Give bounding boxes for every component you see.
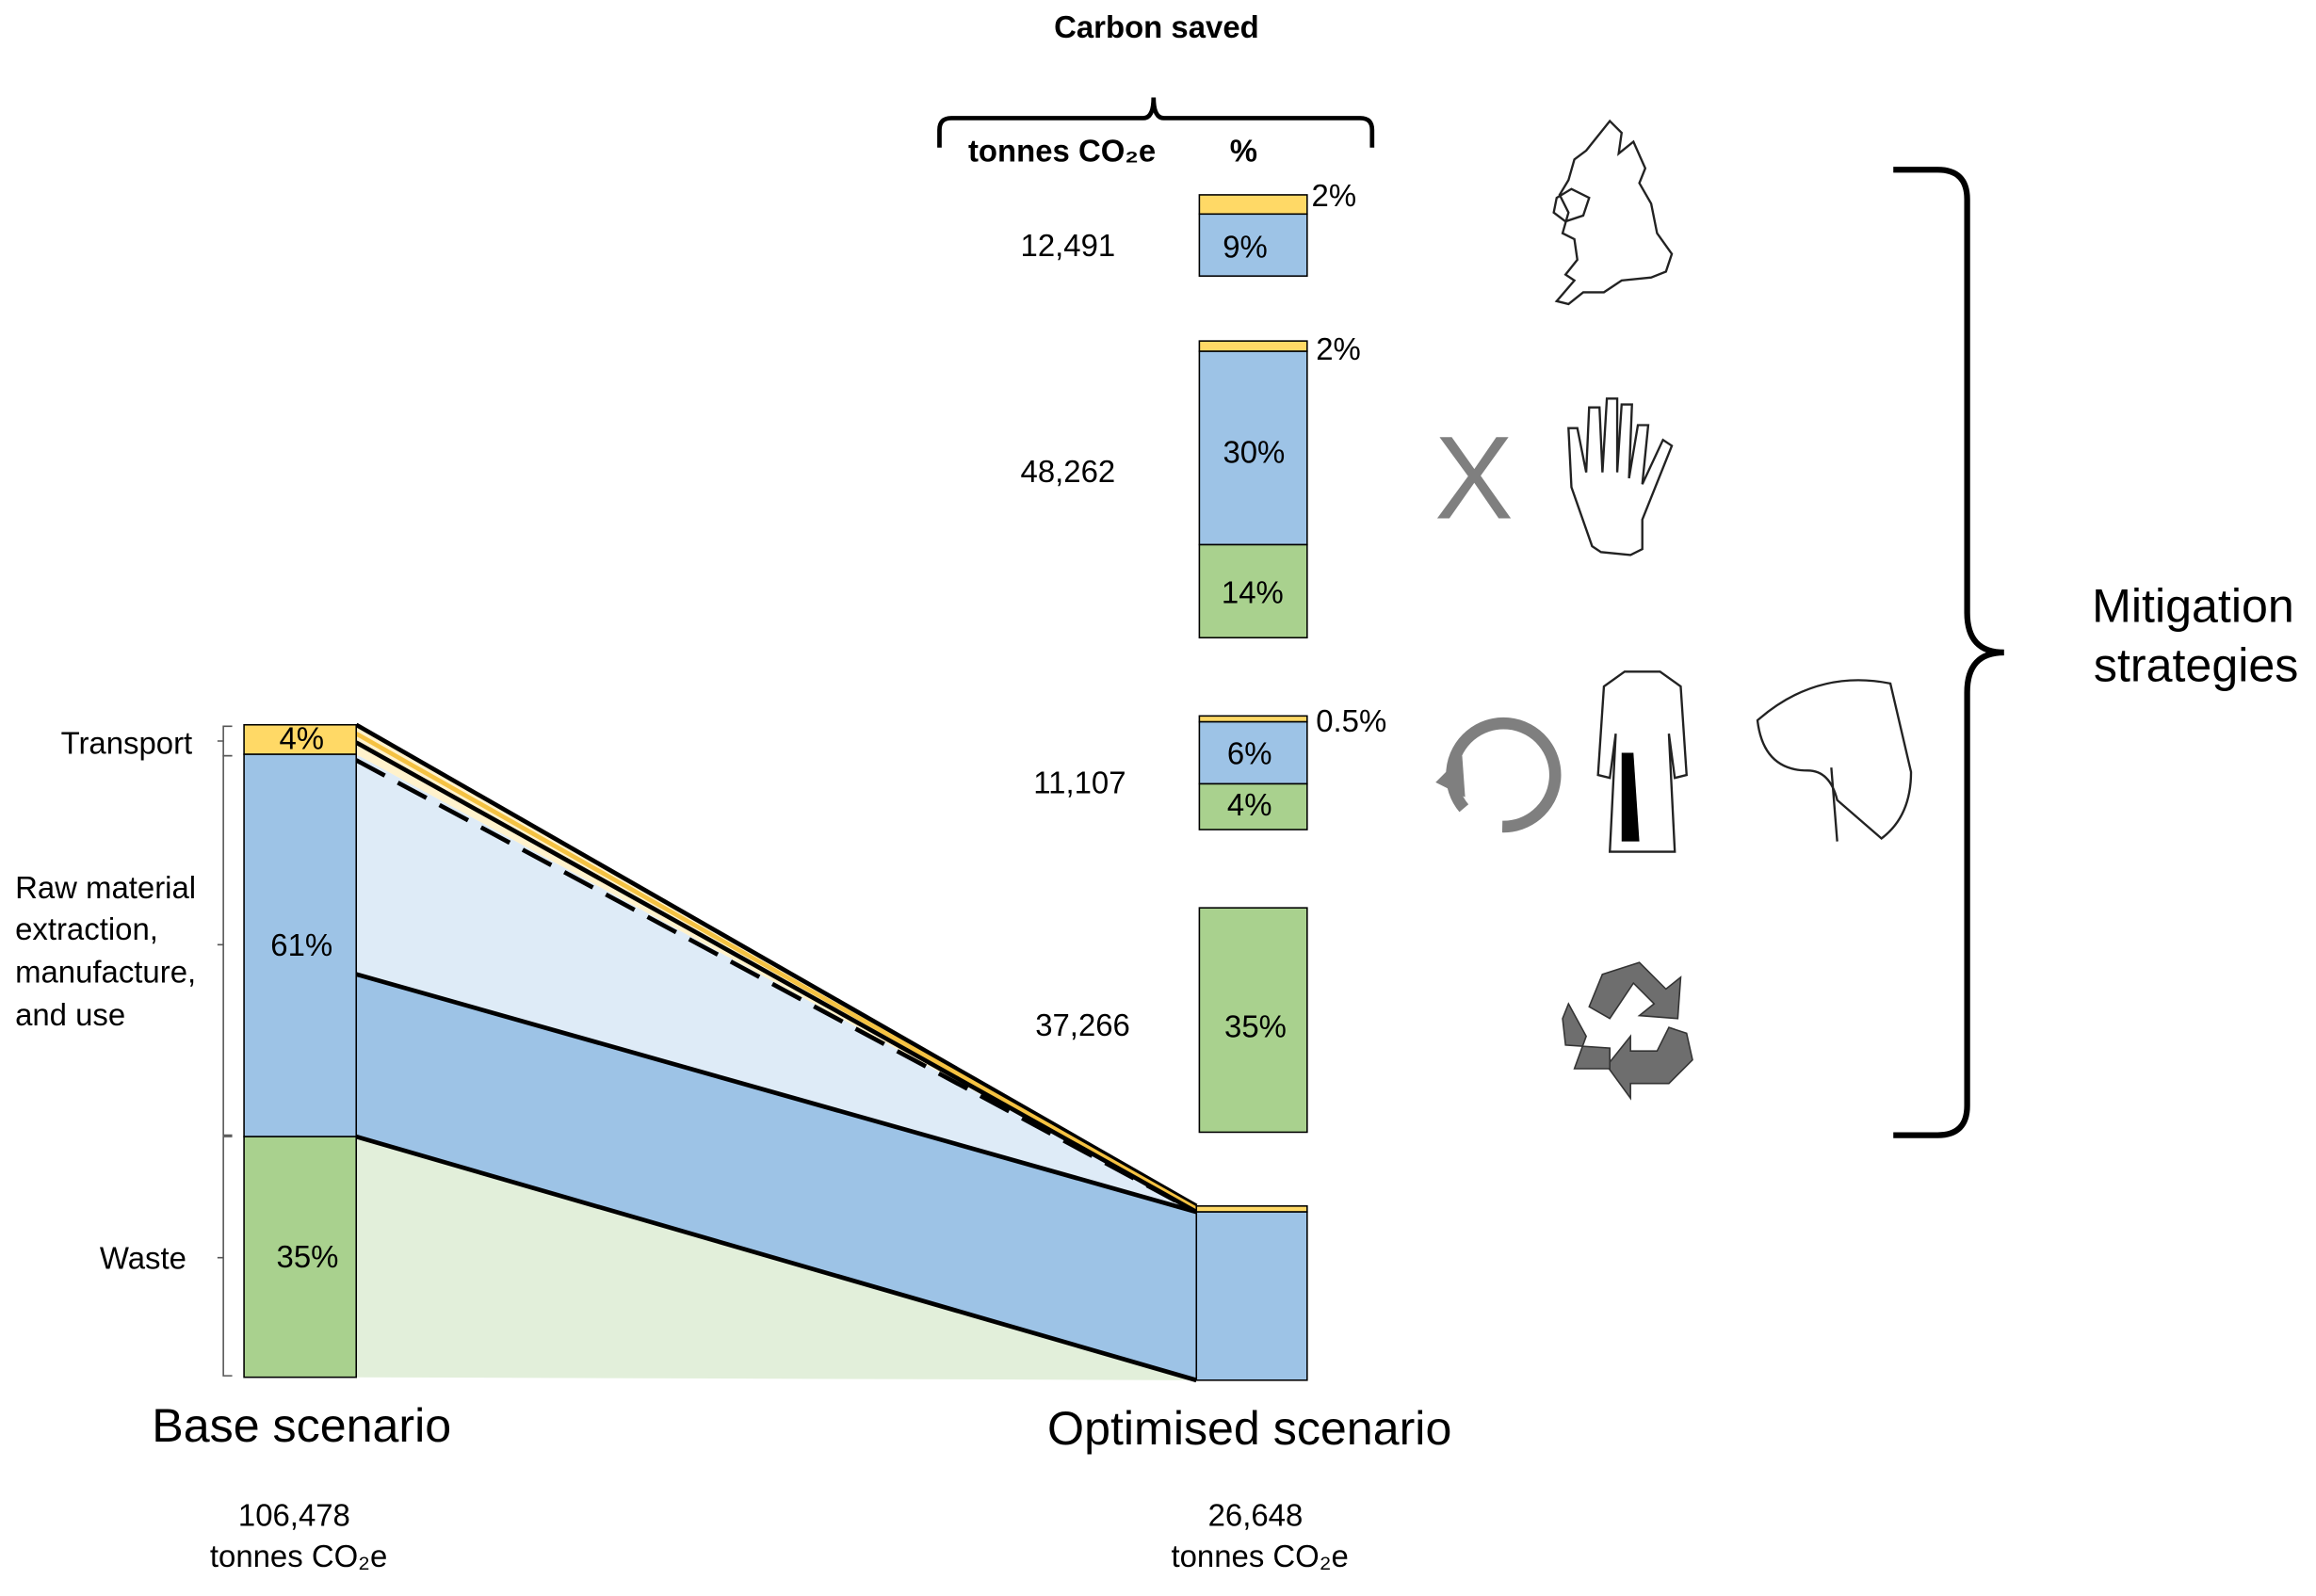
segment-label: 4%	[1227, 787, 1272, 822]
strategies-brace	[1893, 167, 2004, 1138]
scenario-label: Base scenario	[152, 1399, 451, 1452]
x-mark-icon: X	[1434, 411, 1514, 543]
visor-icon	[1756, 679, 1913, 842]
segment-label: 35%	[1224, 1008, 1287, 1043]
scenario-unit: tonnes CO₂e	[210, 1539, 387, 1573]
segment-label: 30%	[1223, 435, 1285, 470]
uk-map-icon	[1552, 119, 1674, 306]
glove-icon	[1567, 397, 1674, 556]
category-brackets	[217, 725, 233, 1377]
segment-label: 9%	[1223, 230, 1268, 265]
header-column: %	[1230, 134, 1257, 169]
gown-icon	[1596, 670, 1688, 853]
segment-label: 6%	[1227, 735, 1272, 770]
header-title: Carbon saved	[1054, 9, 1259, 44]
recycle-icon	[1562, 961, 1693, 1101]
flow-lines	[355, 722, 1198, 1383]
segment-label: 0.5%	[1316, 703, 1386, 738]
strategy-bars	[1198, 194, 1308, 1134]
scenario-total: 26,648	[1208, 1497, 1304, 1532]
category-label: Transport	[61, 725, 193, 760]
segment-label: 2%	[1312, 178, 1357, 213]
strategy-tonnes: 37,266	[1035, 1008, 1130, 1042]
category-label: manufacture,	[15, 954, 196, 989]
raw-flow	[356, 974, 1197, 1380]
scenario-total: 106,478	[238, 1497, 350, 1532]
category-label: and use	[15, 997, 125, 1032]
segment-label: 4%	[279, 721, 324, 756]
segment-label: 2%	[1316, 331, 1361, 366]
reuse-arrow	[1435, 755, 1466, 798]
scenario-unit: tonnes CO₂e	[1171, 1539, 1348, 1573]
segment-label: 35%	[277, 1239, 339, 1274]
scenario-label: Optimised scenario	[1047, 1402, 1451, 1455]
header-column: tonnes CO₂e	[968, 134, 1156, 169]
optimised-bar	[1195, 1205, 1308, 1381]
strategy-tonnes: 48,262	[1021, 454, 1116, 489]
base-bar	[243, 723, 358, 1378]
side-label: strategies	[2094, 638, 2298, 691]
gown-shade	[1621, 752, 1640, 842]
strategy-tonnes: 12,491	[1021, 228, 1116, 263]
category-label: Raw material	[15, 870, 196, 905]
category-label: Waste	[100, 1241, 186, 1276]
category-label: extraction,	[15, 911, 158, 946]
side-label: Mitigation	[2092, 580, 2294, 633]
segment-label: 14%	[1222, 574, 1284, 609]
segment-label: 61%	[270, 927, 332, 962]
strategy-tonnes: 11,107	[1033, 766, 1126, 800]
header-brace	[937, 97, 1375, 148]
reuse-icon	[1446, 717, 1562, 833]
